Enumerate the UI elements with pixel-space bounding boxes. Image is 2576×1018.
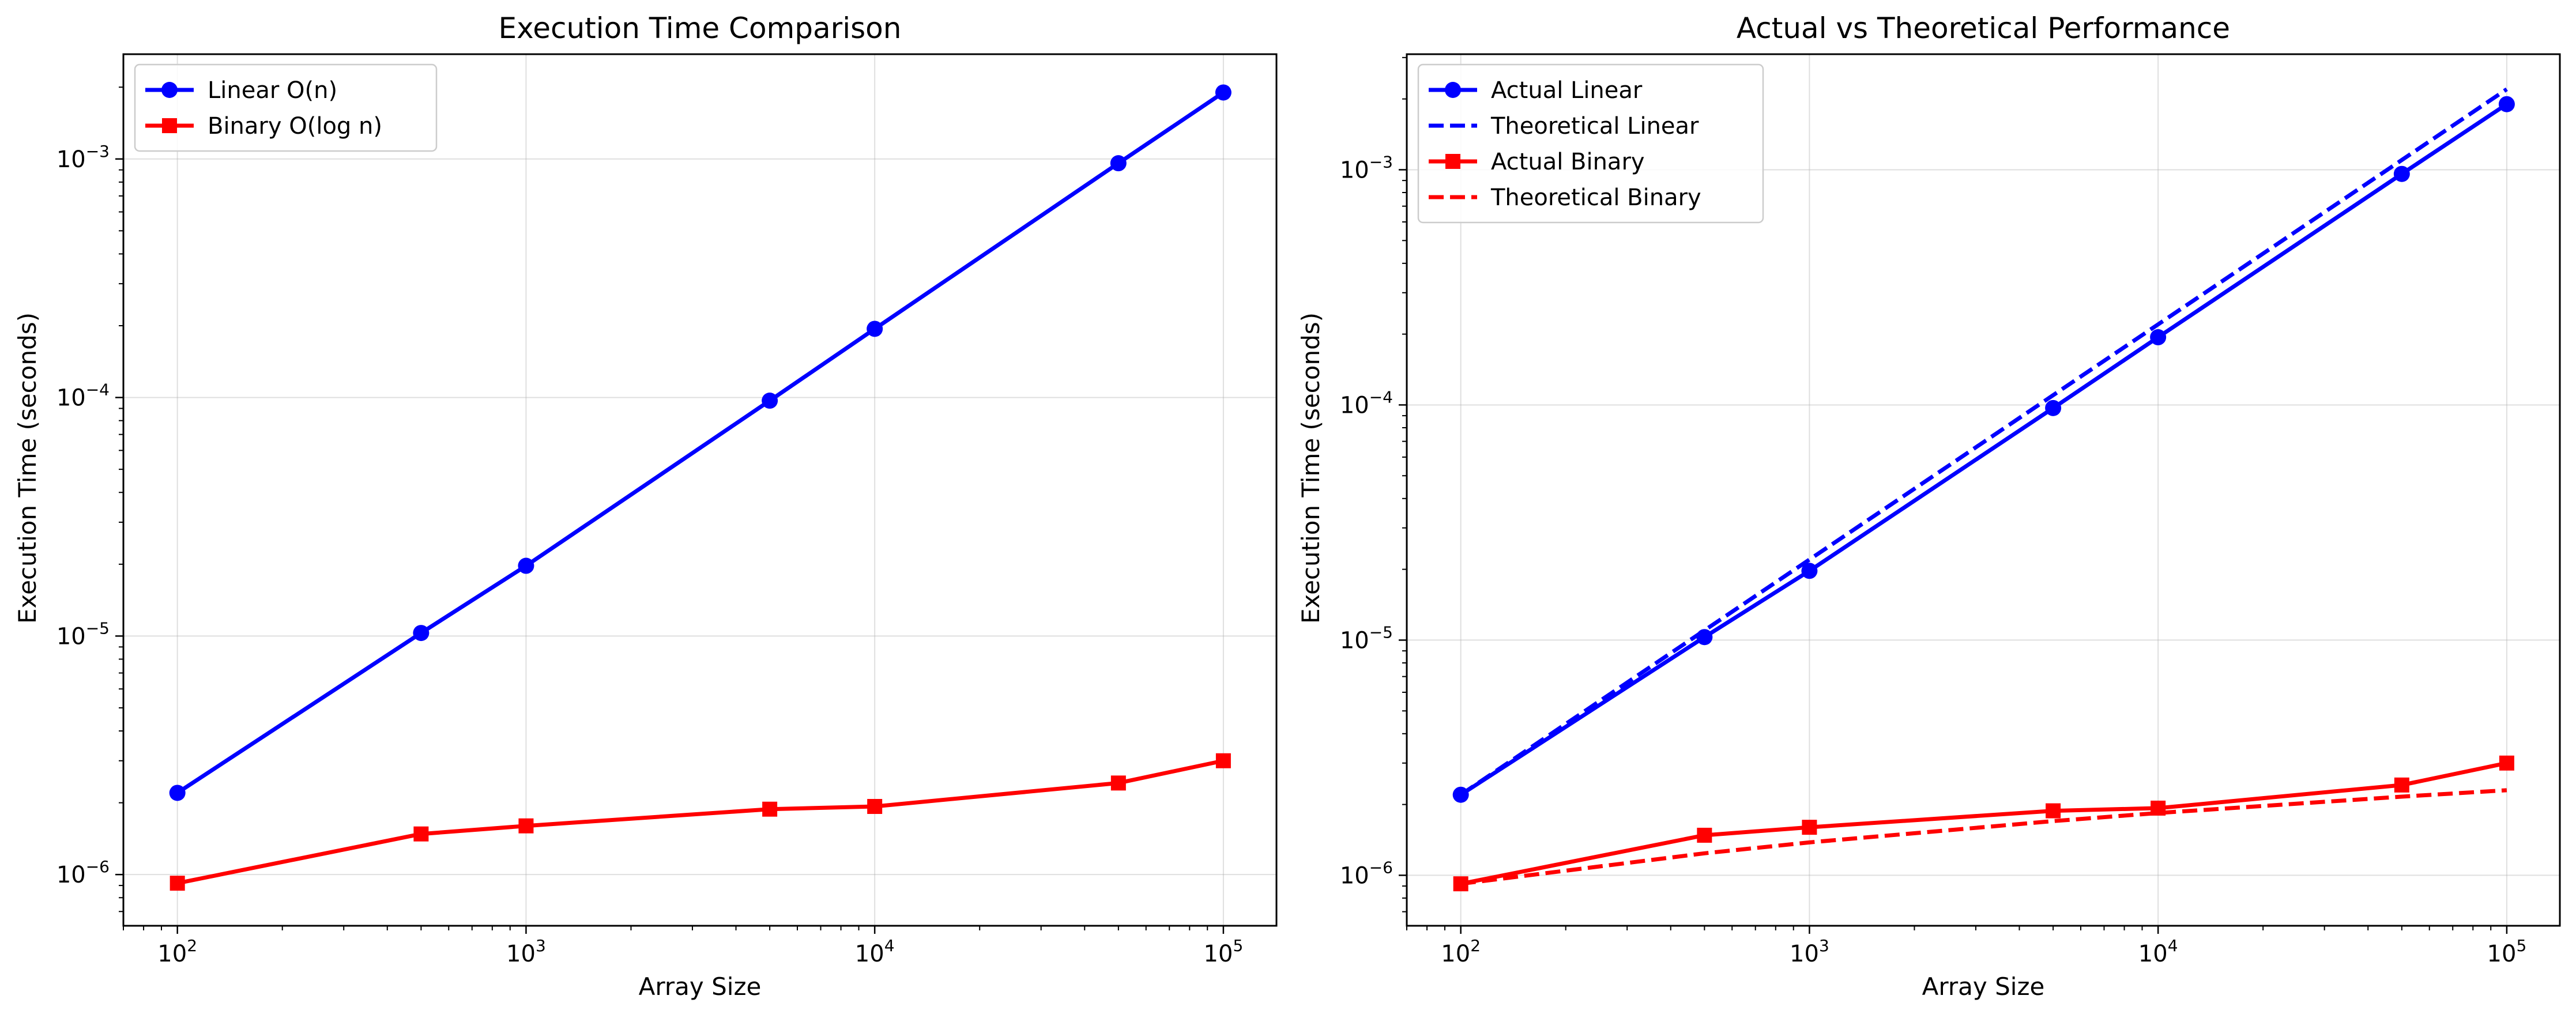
- series-actual-linear: [1452, 96, 2515, 803]
- data-point: [1215, 753, 1231, 768]
- legend-label: Binary O(log n): [208, 113, 382, 139]
- legend-marker: [1445, 82, 1461, 98]
- data-point: [518, 557, 534, 574]
- y-axis-label: Execution Time (seconds): [1297, 312, 1325, 624]
- x-tick-label: 104: [2138, 936, 2178, 967]
- tick-layer: 102 103 104 105 10−6 10−5 10−4 10−3: [57, 86, 1244, 967]
- y-tick-label: 10−3: [1340, 152, 1393, 183]
- y-tick-label: 10−6: [57, 857, 110, 888]
- series-layer: [1452, 87, 2515, 892]
- plot-frame: [122, 53, 1278, 927]
- data-point: [867, 799, 883, 815]
- legend-item: Binary O(log n): [145, 113, 382, 139]
- chart-panel-execution-time: Execution Time Comparison Array Size Exe…: [13, 12, 1278, 1001]
- data-point: [413, 826, 429, 842]
- plot-frame: [1406, 53, 2561, 927]
- data-point: [762, 393, 778, 409]
- grid: [123, 54, 1276, 926]
- x-axis-label: Array Size: [1922, 972, 2045, 1001]
- legend-item: Actual Binary: [1429, 149, 1645, 175]
- x-tick-label: 102: [157, 936, 197, 967]
- legend-item: Linear O(n): [145, 77, 337, 104]
- series-layer: [169, 84, 1231, 891]
- legend-label: Linear O(n): [208, 77, 337, 104]
- chart-title: Execution Time Comparison: [499, 12, 902, 45]
- series-line: [1459, 87, 2508, 797]
- legend-marker: [1445, 154, 1460, 169]
- data-point: [2150, 329, 2167, 346]
- x-tick-label: 105: [1204, 936, 1244, 967]
- data-point: [762, 801, 778, 817]
- legend-item: Actual Linear: [1429, 77, 1643, 104]
- y-tick-label: 10−3: [57, 142, 110, 173]
- data-point: [2045, 399, 2062, 416]
- chart-title: Actual vs Theoretical Performance: [1737, 12, 2230, 45]
- x-tick-label: 103: [1790, 936, 1829, 967]
- x-axis-label: Array Size: [639, 972, 762, 1001]
- data-point: [1696, 629, 1713, 646]
- series-theoretical-linear: [1459, 87, 2508, 797]
- data-point: [2393, 165, 2410, 182]
- data-point: [2498, 96, 2515, 112]
- data-point: [169, 785, 186, 801]
- data-point: [1110, 775, 1126, 791]
- series-theoretical-binary: [1460, 788, 2507, 886]
- data-point: [1110, 155, 1127, 172]
- legend-label: Theoretical Binary: [1490, 184, 1701, 211]
- data-point: [1802, 820, 1817, 835]
- y-tick-label: 10−5: [57, 619, 110, 650]
- legend-item: Theoretical Linear: [1429, 113, 1699, 139]
- x-tick-label: 104: [855, 936, 895, 967]
- legend-label: Actual Linear: [1491, 77, 1643, 104]
- data-point: [2046, 803, 2061, 819]
- data-point: [518, 818, 534, 834]
- data-point: [2499, 755, 2514, 771]
- chart-panel-actual-vs-theoretical: Actual vs Theoretical Performance Array …: [1297, 12, 2561, 1001]
- legend-box: [1417, 63, 1764, 224]
- data-point: [1697, 827, 1712, 843]
- legend-marker: [162, 118, 177, 133]
- legend-item: Theoretical Binary: [1429, 184, 1701, 211]
- series-line: [1460, 788, 2507, 886]
- legend-box: [134, 63, 438, 152]
- series-binary-o-log-n: [170, 753, 1231, 891]
- legend-marker: [161, 82, 178, 98]
- data-point: [867, 321, 883, 337]
- y-tick-label: 10−4: [1340, 387, 1393, 418]
- data-point: [413, 625, 430, 642]
- data-point: [170, 876, 185, 891]
- series-linear-o-n: [169, 84, 1231, 801]
- y-tick-label: 10−5: [1340, 623, 1393, 654]
- legend: Linear O(n) Binary O(log n): [134, 63, 438, 152]
- legend-label: Actual Binary: [1491, 149, 1645, 175]
- y-tick-label: 10−4: [57, 380, 110, 412]
- x-tick-label: 103: [506, 936, 546, 967]
- legend: Actual Linear Theoretical Linear Actual Bi…: [1417, 63, 1764, 224]
- y-axis-label: Execution Time (seconds): [13, 312, 42, 624]
- tick-layer: 102 103 104 105 10−6 10−5 10−4 10−3: [1340, 56, 2527, 967]
- x-tick-label: 102: [1441, 936, 1481, 967]
- data-point: [2394, 777, 2409, 793]
- data-point: [1801, 563, 1818, 579]
- y-tick-label: 10−6: [1340, 858, 1393, 889]
- x-tick-label: 105: [2487, 936, 2527, 967]
- data-point: [1215, 84, 1231, 101]
- legend-label: Theoretical Linear: [1490, 113, 1699, 139]
